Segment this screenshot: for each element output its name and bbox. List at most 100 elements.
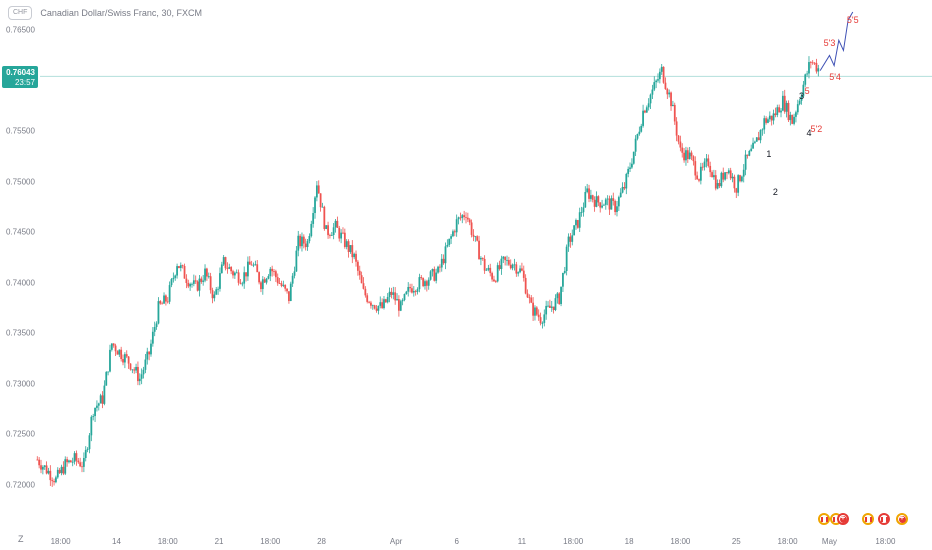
candle [399, 299, 402, 312]
candle [772, 109, 775, 125]
candle [274, 269, 277, 282]
candle [739, 174, 741, 183]
candle [360, 271, 363, 284]
candle [53, 478, 55, 486]
x-tick-label: 14 [112, 537, 121, 546]
candle [338, 225, 341, 242]
event-badge[interactable] [862, 513, 874, 525]
candle [189, 282, 192, 291]
candle [299, 233, 302, 249]
timezone-button[interactable]: Z [18, 534, 24, 544]
event-badge[interactable] [878, 513, 890, 525]
candle [759, 129, 762, 144]
x-tick-label: 25 [731, 537, 741, 546]
candle [608, 195, 611, 215]
event-badge[interactable] [837, 513, 849, 525]
candle [707, 154, 710, 168]
candle [726, 172, 728, 180]
candle [414, 289, 417, 296]
candle [522, 265, 525, 282]
event-badge[interactable] [818, 513, 830, 525]
candle [519, 265, 521, 274]
candle [496, 262, 499, 283]
candle [644, 109, 646, 114]
candle [245, 272, 247, 282]
candle [603, 203, 605, 206]
candle [440, 254, 443, 272]
candle [666, 87, 669, 99]
candle [107, 371, 110, 376]
candle [757, 131, 760, 141]
candle [729, 167, 732, 181]
candle [740, 175, 743, 183]
x-tick-label: 18:00 [563, 537, 584, 546]
candle [120, 346, 123, 362]
candle [539, 312, 542, 326]
swiss-cross-icon [898, 513, 906, 523]
candle [636, 133, 639, 141]
candle [630, 158, 633, 169]
candle [737, 174, 740, 197]
candle [731, 173, 734, 183]
candle [342, 227, 344, 235]
candle [809, 61, 812, 69]
candle [452, 229, 454, 238]
candle [634, 135, 637, 156]
candle [267, 274, 270, 280]
candle [123, 352, 126, 369]
projection-line [819, 11, 854, 71]
candle [379, 296, 382, 309]
candle [278, 277, 281, 285]
candle [347, 239, 350, 258]
candle [552, 306, 555, 314]
candle [457, 216, 460, 225]
candle [336, 216, 339, 228]
candle [103, 380, 106, 406]
candle [754, 140, 756, 144]
candle [487, 264, 490, 272]
candle [96, 400, 98, 412]
candle [243, 266, 246, 289]
candle [703, 158, 706, 171]
candle [187, 279, 190, 289]
candle [679, 135, 682, 152]
x-tick-label: 18:00 [50, 537, 71, 546]
candle [422, 277, 425, 288]
candle [601, 199, 603, 209]
candle [677, 134, 680, 145]
candle [521, 262, 523, 272]
candle [593, 196, 596, 212]
candle [619, 188, 622, 198]
candle [500, 255, 503, 275]
currency-badge[interactable]: CHF [8, 6, 33, 20]
candle [215, 286, 218, 296]
candle [261, 276, 264, 295]
candle [418, 273, 421, 293]
candle [806, 70, 809, 77]
candle [345, 239, 348, 250]
flag-icon [880, 516, 888, 522]
candle [427, 277, 430, 290]
candle [649, 93, 652, 110]
candle [573, 225, 576, 236]
candle [686, 147, 689, 163]
candle [247, 256, 249, 281]
candle [716, 179, 719, 190]
candle [655, 79, 658, 89]
candle [563, 266, 566, 275]
candle [172, 272, 175, 283]
candle [364, 286, 367, 298]
candle [509, 259, 512, 270]
candle [435, 268, 438, 284]
candle [642, 104, 644, 128]
event-badge[interactable] [896, 513, 908, 525]
candle [683, 148, 685, 163]
candle [569, 233, 572, 248]
wave-label: 4 [806, 128, 812, 139]
candle [713, 169, 715, 180]
candle [228, 263, 231, 270]
candle [77, 457, 80, 464]
candle [629, 162, 631, 172]
